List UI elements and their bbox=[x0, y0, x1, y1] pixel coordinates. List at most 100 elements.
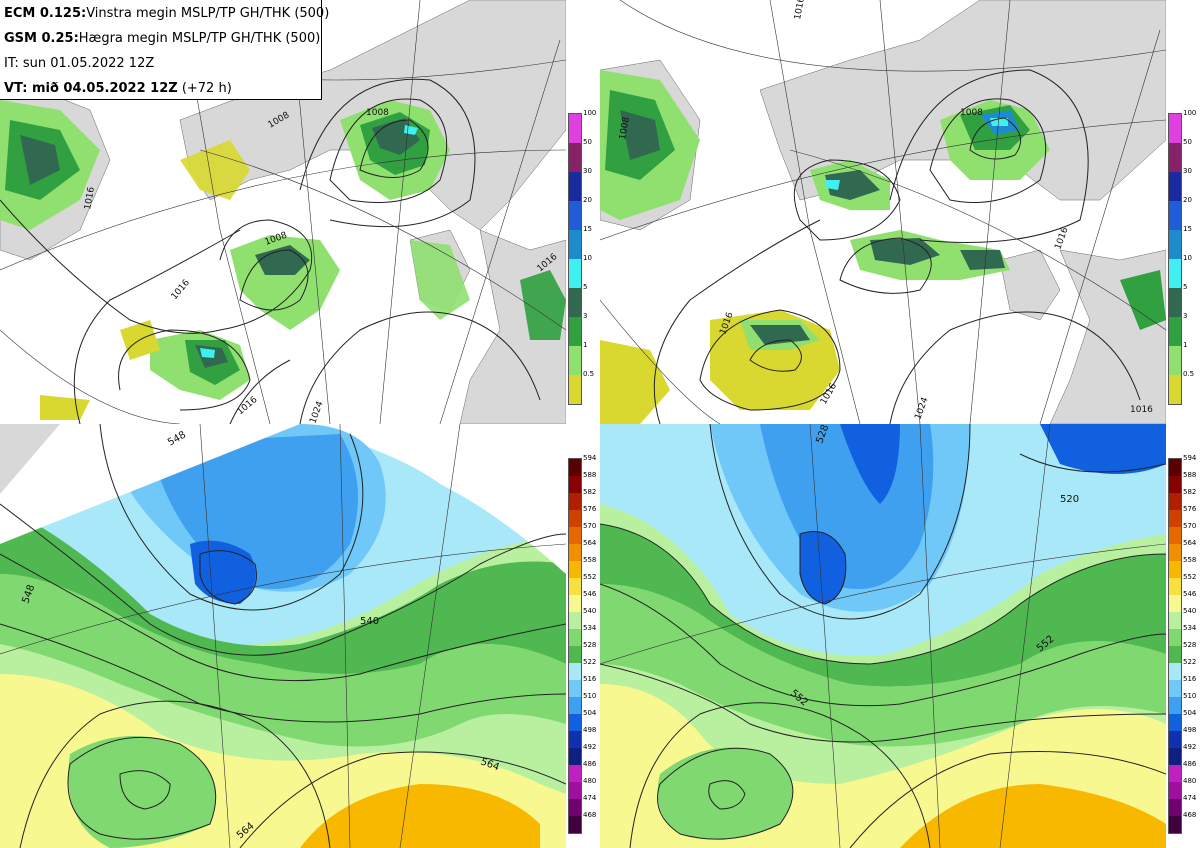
colorbar-segment bbox=[1169, 663, 1181, 680]
colorbar-segment bbox=[1169, 317, 1181, 346]
colorbar-segment bbox=[1169, 731, 1181, 748]
colorbar-segment bbox=[569, 578, 581, 595]
colorbar-level-label: 504 bbox=[1183, 709, 1197, 717]
colorbar-segment bbox=[1169, 612, 1181, 629]
colorbar-level-label: 588 bbox=[1183, 471, 1197, 479]
thickness-label: 520 bbox=[1060, 494, 1079, 505]
colorbar-level-label: 510 bbox=[583, 692, 597, 700]
colorbar-level-label: 534 bbox=[583, 624, 597, 632]
colorbar-level-label: 474 bbox=[583, 794, 597, 802]
colorbar-level-label: 552 bbox=[1183, 573, 1197, 581]
gsm-mslp-precip-map: 1008 1016 1008 1016 1016 1024 1016 1016 bbox=[600, 0, 1166, 424]
colorbar-segment bbox=[1169, 646, 1181, 663]
colorbar-segment bbox=[1169, 578, 1181, 595]
colorbar-level-label: 5 bbox=[1183, 283, 1188, 291]
initial-time: IT: sun 01.05.2022 12Z bbox=[4, 56, 155, 71]
colorbar-segment bbox=[1169, 172, 1181, 201]
colorbar-segment bbox=[1169, 346, 1181, 375]
colorbar-segment bbox=[1169, 259, 1181, 288]
colorbar-segment bbox=[569, 201, 581, 230]
colorbar-segment bbox=[1169, 230, 1181, 259]
colorbar-level-label: 15 bbox=[1183, 225, 1192, 233]
colorbar-level-label: 534 bbox=[1183, 624, 1197, 632]
colorbar-level-label: 564 bbox=[1183, 539, 1197, 547]
colorbar-segment bbox=[569, 765, 581, 782]
colorbar-level-label: 492 bbox=[1183, 743, 1197, 751]
colorbar-level-label: 498 bbox=[583, 726, 597, 734]
colorbar-segment bbox=[1169, 680, 1181, 697]
colorbar-segment bbox=[1169, 816, 1181, 833]
colorbar-level-label: 480 bbox=[583, 777, 597, 785]
colorbar-segment bbox=[1169, 114, 1181, 143]
colorbar-segment bbox=[1169, 799, 1181, 816]
colorbar-segment bbox=[569, 714, 581, 731]
colorbar-segment bbox=[569, 143, 581, 172]
colorbar-segment bbox=[569, 748, 581, 765]
colorbar-segment bbox=[569, 459, 581, 476]
colorbar-level-label: 100 bbox=[1183, 109, 1197, 117]
colorbar-segment bbox=[569, 663, 581, 680]
colorbar-segment bbox=[1169, 782, 1181, 799]
colorbar-segment bbox=[569, 375, 581, 404]
colorbar-level-label: 3 bbox=[1183, 312, 1188, 320]
precip-colorbar bbox=[568, 113, 582, 405]
isobar-label: 1016 bbox=[83, 186, 97, 211]
colorbar-level-label: 5 bbox=[583, 283, 588, 291]
colorbar-level-label: 516 bbox=[1183, 675, 1197, 683]
colorbar-level-label: 15 bbox=[583, 225, 592, 233]
colorbar-level-label: 50 bbox=[583, 138, 592, 146]
colorbar-level-label: 570 bbox=[583, 522, 597, 530]
colorbar-level-label: 20 bbox=[1183, 196, 1192, 204]
colorbar-segment bbox=[569, 288, 581, 317]
colorbar-level-label: 468 bbox=[583, 811, 597, 819]
colorbar-level-label: 546 bbox=[1183, 590, 1197, 598]
colorbar-segment bbox=[1169, 748, 1181, 765]
colorbar-level-label: 582 bbox=[583, 488, 597, 496]
colorbar-segment bbox=[1169, 375, 1181, 404]
colorbar-level-label: 468 bbox=[1183, 811, 1197, 819]
colorbar-level-label: 480 bbox=[1183, 777, 1197, 785]
colorbar-segment bbox=[1169, 510, 1181, 527]
colorbar-segment bbox=[1169, 595, 1181, 612]
thickness-colorbar bbox=[568, 458, 582, 834]
colorbar-segment bbox=[569, 544, 581, 561]
colorbar-segment bbox=[569, 782, 581, 799]
colorbar-segment bbox=[569, 114, 581, 143]
colorbar-segment bbox=[1169, 561, 1181, 578]
colorbar-level-label: 0.5 bbox=[1183, 370, 1195, 378]
colorbar-level-label: 486 bbox=[583, 760, 597, 768]
colorbar-segment bbox=[569, 646, 581, 663]
colorbar-level-label: 594 bbox=[583, 454, 597, 462]
colorbar-segment bbox=[1169, 629, 1181, 646]
colorbar-segment bbox=[569, 510, 581, 527]
colorbar-level-label: 576 bbox=[583, 505, 597, 513]
colorbar-level-label: 10 bbox=[1183, 254, 1192, 262]
colorbar-segment bbox=[1169, 493, 1181, 510]
colorbar-level-label: 558 bbox=[1183, 556, 1197, 564]
colorbar-segment bbox=[1169, 459, 1181, 476]
colorbar-level-label: 588 bbox=[583, 471, 597, 479]
colorbar-level-label: 510 bbox=[1183, 692, 1197, 700]
colorbar-level-label: 570 bbox=[1183, 522, 1197, 530]
isobar-label: 1008 bbox=[618, 116, 632, 141]
colorbar-level-label: 0.5 bbox=[583, 370, 595, 378]
colorbar-level-label: 558 bbox=[583, 556, 597, 564]
colorbar-level-label: 576 bbox=[1183, 505, 1197, 513]
colorbar-level-label: 522 bbox=[1183, 658, 1197, 666]
colorbar-segment bbox=[569, 816, 581, 833]
ecm-thickness-map: 548 540 564 564 548 bbox=[0, 424, 566, 848]
colorbar-level-label: 504 bbox=[583, 709, 597, 717]
gsm-thickness-map: 528 520 552 552 bbox=[600, 424, 1166, 848]
colorbar-segment bbox=[569, 493, 581, 510]
colorbar-level-label: 10 bbox=[583, 254, 592, 262]
colorbar-segment bbox=[1169, 288, 1181, 317]
colorbar-segment bbox=[569, 612, 581, 629]
valid-time-line: VT: mið 04.05.2022 12Z (+72 h) bbox=[4, 81, 232, 96]
colorbar-level-label: 546 bbox=[583, 590, 597, 598]
colorbar-level-label: 582 bbox=[1183, 488, 1197, 496]
colorbar-level-label: 540 bbox=[1183, 607, 1197, 615]
colorbar-level-label: 100 bbox=[583, 109, 597, 117]
colorbar-segment bbox=[569, 680, 581, 697]
colorbar-segment bbox=[569, 346, 581, 375]
colorbar-segment bbox=[1169, 143, 1181, 172]
